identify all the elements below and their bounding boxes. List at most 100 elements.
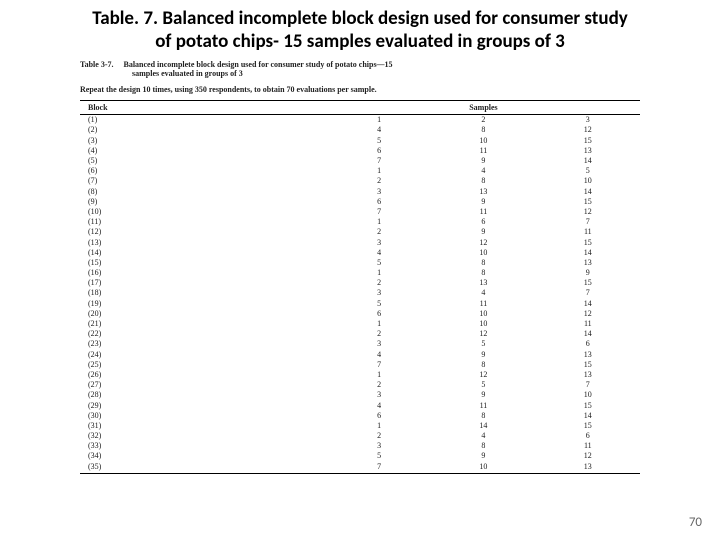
- sample-cell: 9: [431, 156, 535, 166]
- sample-cell: 5: [536, 166, 640, 176]
- sample-cell: 10: [536, 176, 640, 186]
- block-cell: (15): [80, 257, 327, 267]
- block-cell: (9): [80, 196, 327, 206]
- sample-cell: 10: [431, 319, 535, 329]
- sample-cell: 4: [431, 166, 535, 176]
- table-row: (18)347: [80, 288, 640, 298]
- block-cell: (25): [80, 359, 327, 369]
- block-cell: (19): [80, 298, 327, 308]
- table-row: (16)189: [80, 268, 640, 278]
- sample-cell: 14: [536, 156, 640, 166]
- block-cell: (23): [80, 339, 327, 349]
- sample-cell: 14: [536, 247, 640, 257]
- sample-cell: 9: [431, 451, 535, 461]
- sample-cell: 3: [327, 237, 431, 247]
- sample-cell: 8: [431, 268, 535, 278]
- block-cell: (31): [80, 420, 327, 430]
- sample-cell: 3: [327, 390, 431, 400]
- block-cell: (22): [80, 329, 327, 339]
- block-cell: (12): [80, 227, 327, 237]
- sample-cell: 7: [327, 156, 431, 166]
- block-cell: (7): [80, 176, 327, 186]
- block-cell: (34): [80, 451, 327, 461]
- sample-cell: 15: [536, 359, 640, 369]
- block-cell: (2): [80, 125, 327, 135]
- sample-cell: 9: [431, 349, 535, 359]
- sample-cell: 4: [327, 349, 431, 359]
- table-caption: Table 3-7. Balanced incomplete block des…: [80, 60, 640, 79]
- sample-cell: 13: [536, 257, 640, 267]
- sample-cell: 7: [536, 288, 640, 298]
- bibd-table: Block Samples (1)123(2)4812(3)51015(4)61…: [80, 100, 640, 474]
- table-row: (11)167: [80, 217, 640, 227]
- sample-cell: 4: [431, 288, 535, 298]
- block-cell: (10): [80, 206, 327, 216]
- sample-cell: 13: [536, 369, 640, 379]
- block-cell: (5): [80, 156, 327, 166]
- table-row: (7)2810: [80, 176, 640, 186]
- block-cell: (26): [80, 369, 327, 379]
- sample-cell: 11: [536, 227, 640, 237]
- sample-cell: 14: [536, 329, 640, 339]
- sample-cell: 15: [536, 196, 640, 206]
- sample-cell: 8: [431, 441, 535, 451]
- sample-cell: 13: [536, 145, 640, 155]
- table-row: (5)7914: [80, 156, 640, 166]
- sample-cell: 7: [327, 461, 431, 473]
- col-header-samples: Samples: [327, 100, 640, 114]
- sample-cell: 5: [431, 380, 535, 390]
- sample-cell: 10: [536, 390, 640, 400]
- sample-cell: 14: [536, 298, 640, 308]
- sample-cell: 5: [327, 298, 431, 308]
- table-row: (1)123: [80, 114, 640, 125]
- table-row: (27)257: [80, 380, 640, 390]
- sample-cell: 13: [536, 349, 640, 359]
- sample-cell: 7: [536, 380, 640, 390]
- sample-cell: 2: [327, 278, 431, 288]
- sample-cell: 12: [431, 369, 535, 379]
- sample-cell: 1: [327, 369, 431, 379]
- sample-cell: 6: [536, 431, 640, 441]
- slide-title-line2: of potato chips- 15 samples evaluated in…: [155, 30, 565, 53]
- sample-cell: 3: [327, 441, 431, 451]
- block-cell: (30): [80, 410, 327, 420]
- sample-cell: 15: [536, 278, 640, 288]
- slide-title-line1: Table. 7. Balanced incomplete block desi…: [92, 7, 628, 30]
- slide-title: Table. 7. Balanced incomplete block desi…: [0, 0, 720, 58]
- sample-cell: 4: [327, 247, 431, 257]
- table-row: (32)246: [80, 431, 640, 441]
- sample-cell: 11: [431, 206, 535, 216]
- block-cell: (14): [80, 247, 327, 257]
- sample-cell: 4: [327, 400, 431, 410]
- sample-cell: 3: [327, 339, 431, 349]
- block-cell: (6): [80, 166, 327, 176]
- sample-cell: 11: [431, 400, 535, 410]
- sample-cell: 11: [431, 298, 535, 308]
- table-row: (3)51015: [80, 135, 640, 145]
- sample-cell: 11: [536, 441, 640, 451]
- sample-cell: 5: [327, 451, 431, 461]
- page-number: 70: [689, 515, 702, 530]
- block-cell: (3): [80, 135, 327, 145]
- sample-cell: 8: [431, 359, 535, 369]
- sample-cell: 5: [431, 339, 535, 349]
- sample-cell: 9: [431, 390, 535, 400]
- caption-lead: Table 3-7.: [80, 60, 114, 69]
- table-row: (14)41014: [80, 247, 640, 257]
- sample-cell: 15: [536, 420, 640, 430]
- sample-cell: 3: [327, 288, 431, 298]
- sample-cell: 6: [327, 196, 431, 206]
- sample-cell: 4: [327, 125, 431, 135]
- block-cell: (32): [80, 431, 327, 441]
- table-row: (30)6814: [80, 410, 640, 420]
- sample-cell: 1: [327, 420, 431, 430]
- table-row: (8)31314: [80, 186, 640, 196]
- table-row: (33)3811: [80, 441, 640, 451]
- block-cell: (13): [80, 237, 327, 247]
- sample-cell: 12: [431, 329, 535, 339]
- caption-line2: samples evaluated in groups of 3: [132, 69, 640, 79]
- scanned-page: Table 3-7. Balanced incomplete block des…: [80, 60, 640, 474]
- sample-cell: 6: [327, 145, 431, 155]
- block-cell: (1): [80, 114, 327, 125]
- block-cell: (27): [80, 380, 327, 390]
